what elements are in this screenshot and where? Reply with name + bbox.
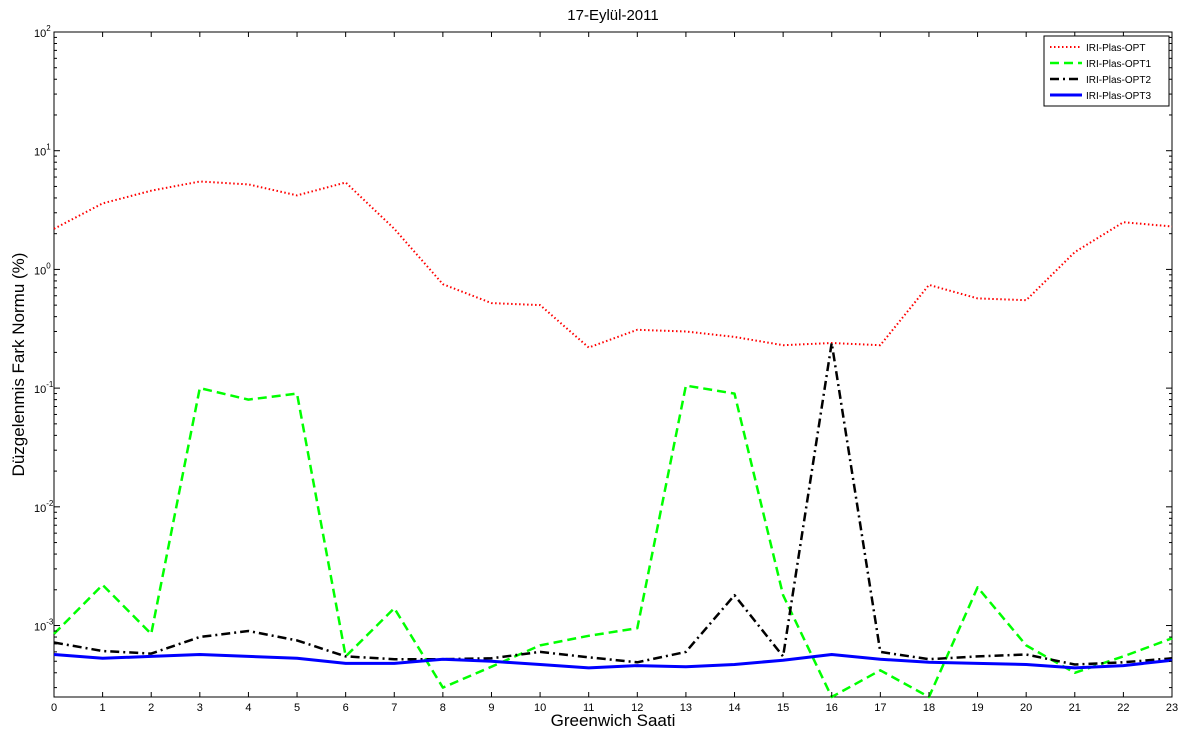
- x-tick-label: 7: [391, 702, 397, 714]
- y-tick-label: 100: [34, 261, 51, 277]
- legend-entry: IRI-Plas-OPT2: [1050, 75, 1151, 86]
- x-tick-label: 4: [245, 702, 251, 714]
- legend: IRI-Plas-OPT IRI-Plas-OPT1 IRI-Plas-OPT2 IR…: [1043, 35, 1170, 107]
- x-tick-label: 9: [488, 702, 494, 714]
- x-tick-label: 20: [1020, 702, 1032, 714]
- x-tick-label: 10: [534, 702, 546, 714]
- y-axis: 10-3 10-2 10-1 100 101 102: [34, 24, 1172, 689]
- chart-title: 17-Eylül-2011: [567, 7, 658, 24]
- series-iri-plas-opt1: [53, 384, 1173, 699]
- y-tick-label: 101: [34, 143, 51, 159]
- x-tick-label: 18: [923, 702, 935, 714]
- x-tick-label: 14: [728, 702, 740, 714]
- x-tick-label: 19: [971, 702, 983, 714]
- x-tick-label: 3: [197, 702, 203, 714]
- x-tick-label: 23: [1166, 702, 1178, 714]
- legend-entry: IRI-Plas-OPT1: [1050, 59, 1151, 70]
- y-tick-label: 102: [34, 24, 51, 40]
- x-tick-label: 2: [148, 702, 154, 714]
- y-axis-label: Düzgelenmis Fark Normu (%): [9, 253, 28, 477]
- x-tick-label: 15: [777, 702, 789, 714]
- x-tick-label: 6: [343, 702, 349, 714]
- x-tick-label: 0: [51, 702, 57, 714]
- legend-entry: IRI-Plas-OPT3: [1050, 91, 1151, 102]
- x-tick-label: 12: [631, 702, 643, 714]
- series-layer: [53, 180, 1173, 699]
- x-axis: 0 1 2 3 4 5 6 7 8 9 10 11 12 13 14 15 16 17 18 19 20 21 22 23: [51, 32, 1178, 714]
- y-tick-label: 10-1: [34, 380, 54, 396]
- legend-label: IRI-Plas-OPT2: [1086, 75, 1151, 86]
- x-tick-label: 21: [1069, 702, 1081, 714]
- series-iri-plas-opt: [53, 180, 1173, 349]
- legend-label: IRI-Plas-OPT3: [1086, 91, 1151, 102]
- legend-label: IRI-Plas-OPT1: [1086, 59, 1151, 70]
- legend-label: IRI-Plas-OPT: [1086, 43, 1145, 54]
- x-tick-label: 11: [583, 702, 594, 714]
- x-tick-label: 17: [874, 702, 886, 714]
- plot-area: [53, 31, 1173, 698]
- series-line: [53, 653, 1173, 670]
- series-line: [53, 180, 1173, 349]
- x-tick-label: 5: [294, 702, 300, 714]
- x-axis-label: Greenwich Saati: [551, 711, 676, 730]
- y-tick-label: 10-3: [34, 618, 54, 634]
- legend-entry: IRI-Plas-OPT: [1050, 43, 1145, 54]
- x-tick-label: 22: [1117, 702, 1129, 714]
- y-tick-label: 10-2: [34, 499, 54, 515]
- x-tick-label: 8: [440, 702, 446, 714]
- series-line: [53, 384, 1173, 699]
- series-iri-plas-opt3: [53, 653, 1173, 670]
- x-tick-label: 16: [826, 702, 838, 714]
- series-line: [53, 341, 1173, 666]
- x-tick-label: 13: [680, 702, 692, 714]
- x-tick-label: 1: [100, 702, 106, 714]
